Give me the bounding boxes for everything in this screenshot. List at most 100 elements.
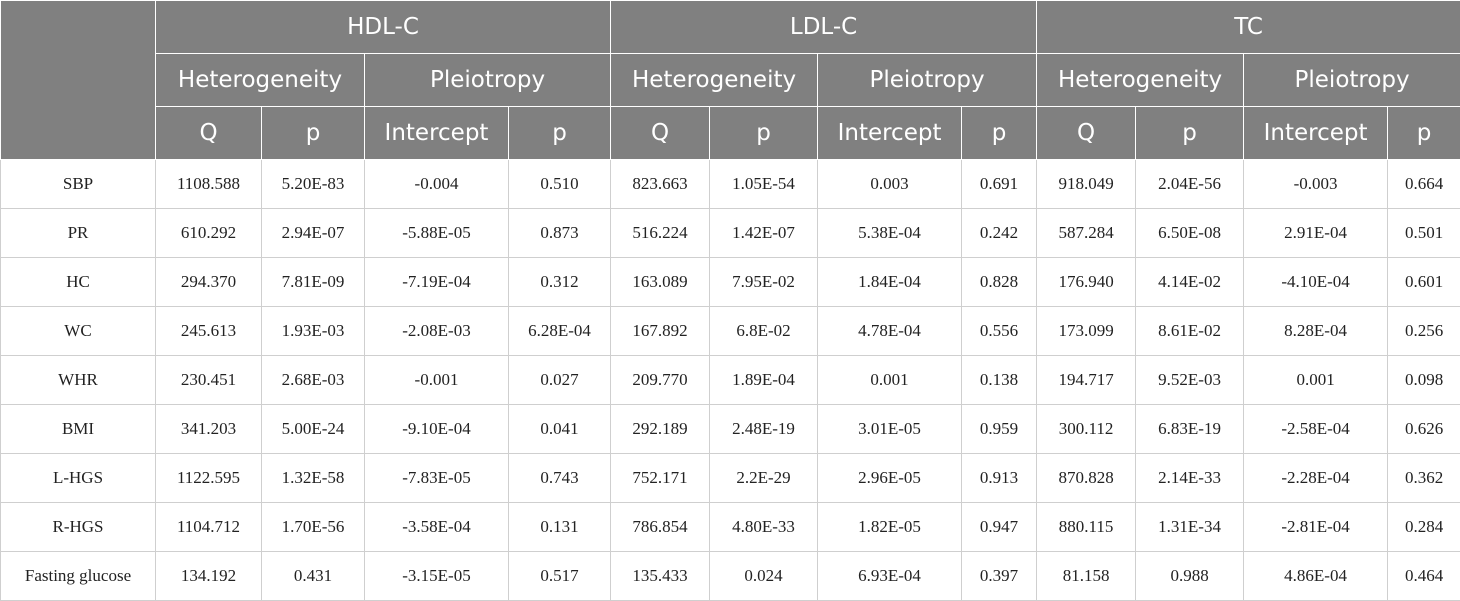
table-cell: 8.28E-04 [1244, 307, 1388, 356]
table-cell: -2.08E-03 [365, 307, 509, 356]
table-cell: 5.00E-24 [262, 405, 365, 454]
table-cell: 1.42E-07 [710, 209, 818, 258]
column-header-q: Q [611, 107, 710, 160]
table-cell: 2.04E-56 [1136, 160, 1244, 209]
row-label: HC [1, 258, 156, 307]
table-cell: 0.242 [962, 209, 1037, 258]
table-cell: 1.70E-56 [262, 503, 365, 552]
table-cell: 1.89E-04 [710, 356, 818, 405]
table-cell: 0.027 [509, 356, 611, 405]
table-cell: 0.517 [509, 552, 611, 601]
table-cell: 0.397 [962, 552, 1037, 601]
table-cell: 4.86E-04 [1244, 552, 1388, 601]
group-header-hdl: HDL-C [156, 1, 611, 54]
column-header-intercept: Intercept [818, 107, 962, 160]
table-cell: 516.224 [611, 209, 710, 258]
table-cell: 786.854 [611, 503, 710, 552]
table-cell: -5.88E-05 [365, 209, 509, 258]
table-cell: 0.664 [1388, 160, 1460, 209]
table-cell: -2.81E-04 [1244, 503, 1388, 552]
table-cell: 230.451 [156, 356, 262, 405]
column-header-p: p [509, 107, 611, 160]
subgroup-header-pleiotropy: Pleiotropy [365, 54, 611, 107]
column-header-intercept: Intercept [365, 107, 509, 160]
table-cell: 0.501 [1388, 209, 1460, 258]
table-cell: 1122.595 [156, 454, 262, 503]
table-cell: 823.663 [611, 160, 710, 209]
table-cell: -4.10E-04 [1244, 258, 1388, 307]
row-label: R-HGS [1, 503, 156, 552]
table-cell: -3.58E-04 [365, 503, 509, 552]
table-cell: 587.284 [1037, 209, 1136, 258]
table-header: HDL-C LDL-C TC Heterogeneity Pleiotropy … [1, 1, 1460, 160]
table-cell: 870.828 [1037, 454, 1136, 503]
table-cell: 1.31E-34 [1136, 503, 1244, 552]
table-cell: 2.68E-03 [262, 356, 365, 405]
table-cell: -0.003 [1244, 160, 1388, 209]
table-cell: 9.52E-03 [1136, 356, 1244, 405]
table-cell: 0.556 [962, 307, 1037, 356]
column-header-p: p [262, 107, 365, 160]
table-cell: -9.10E-04 [365, 405, 509, 454]
table-cell: 1.32E-58 [262, 454, 365, 503]
table-cell: 6.8E-02 [710, 307, 818, 356]
group-header-ldl: LDL-C [611, 1, 1037, 54]
table-cell: 4.80E-33 [710, 503, 818, 552]
table-cell: 2.91E-04 [1244, 209, 1388, 258]
table-cell: 5.38E-04 [818, 209, 962, 258]
table-cell: 2.96E-05 [818, 454, 962, 503]
header-row-groups: HDL-C LDL-C TC [1, 1, 1460, 54]
table-cell: 610.292 [156, 209, 262, 258]
table-cell: 0.828 [962, 258, 1037, 307]
table-cell: 0.001 [1244, 356, 1388, 405]
table-cell: 918.049 [1037, 160, 1136, 209]
table-cell: 7.81E-09 [262, 258, 365, 307]
column-header-p: p [1388, 107, 1460, 160]
table-cell: 0.626 [1388, 405, 1460, 454]
row-label: PR [1, 209, 156, 258]
column-header-intercept: Intercept [1244, 107, 1388, 160]
subgroup-header-pleiotropy: Pleiotropy [818, 54, 1037, 107]
table-cell: 0.131 [509, 503, 611, 552]
table-cell: 0.873 [509, 209, 611, 258]
table-cell: 0.041 [509, 405, 611, 454]
table-cell: 1.05E-54 [710, 160, 818, 209]
group-header-tc: TC [1037, 1, 1460, 54]
table-cell: -7.83E-05 [365, 454, 509, 503]
table-cell: 0.947 [962, 503, 1037, 552]
table-cell: 4.78E-04 [818, 307, 962, 356]
subgroup-header-heterogeneity: Heterogeneity [1037, 54, 1244, 107]
table-cell: 173.099 [1037, 307, 1136, 356]
table-cell: 4.14E-02 [1136, 258, 1244, 307]
table-cell: 1104.712 [156, 503, 262, 552]
table-cell: 81.158 [1037, 552, 1136, 601]
table-cell: 300.112 [1037, 405, 1136, 454]
column-header-q: Q [156, 107, 262, 160]
table-cell: 341.203 [156, 405, 262, 454]
table-cell: -7.19E-04 [365, 258, 509, 307]
table-cell: 0.691 [962, 160, 1037, 209]
table-cell: 167.892 [611, 307, 710, 356]
table-cell: 176.940 [1037, 258, 1136, 307]
table-cell: 2.14E-33 [1136, 454, 1244, 503]
table-cell: 2.94E-07 [262, 209, 365, 258]
table-cell: 294.370 [156, 258, 262, 307]
table-cell: 0.003 [818, 160, 962, 209]
table-cell: 6.28E-04 [509, 307, 611, 356]
table-cell: 0.913 [962, 454, 1037, 503]
column-header-q: Q [1037, 107, 1136, 160]
table-cell: 0.138 [962, 356, 1037, 405]
table-cell: 292.189 [611, 405, 710, 454]
table-cell: 0.001 [818, 356, 962, 405]
table-cell: -0.001 [365, 356, 509, 405]
table-cell: 2.2E-29 [710, 454, 818, 503]
table-cell: 0.743 [509, 454, 611, 503]
table-cell: 0.284 [1388, 503, 1460, 552]
table-cell: 6.50E-08 [1136, 209, 1244, 258]
table-cell: 245.613 [156, 307, 262, 356]
